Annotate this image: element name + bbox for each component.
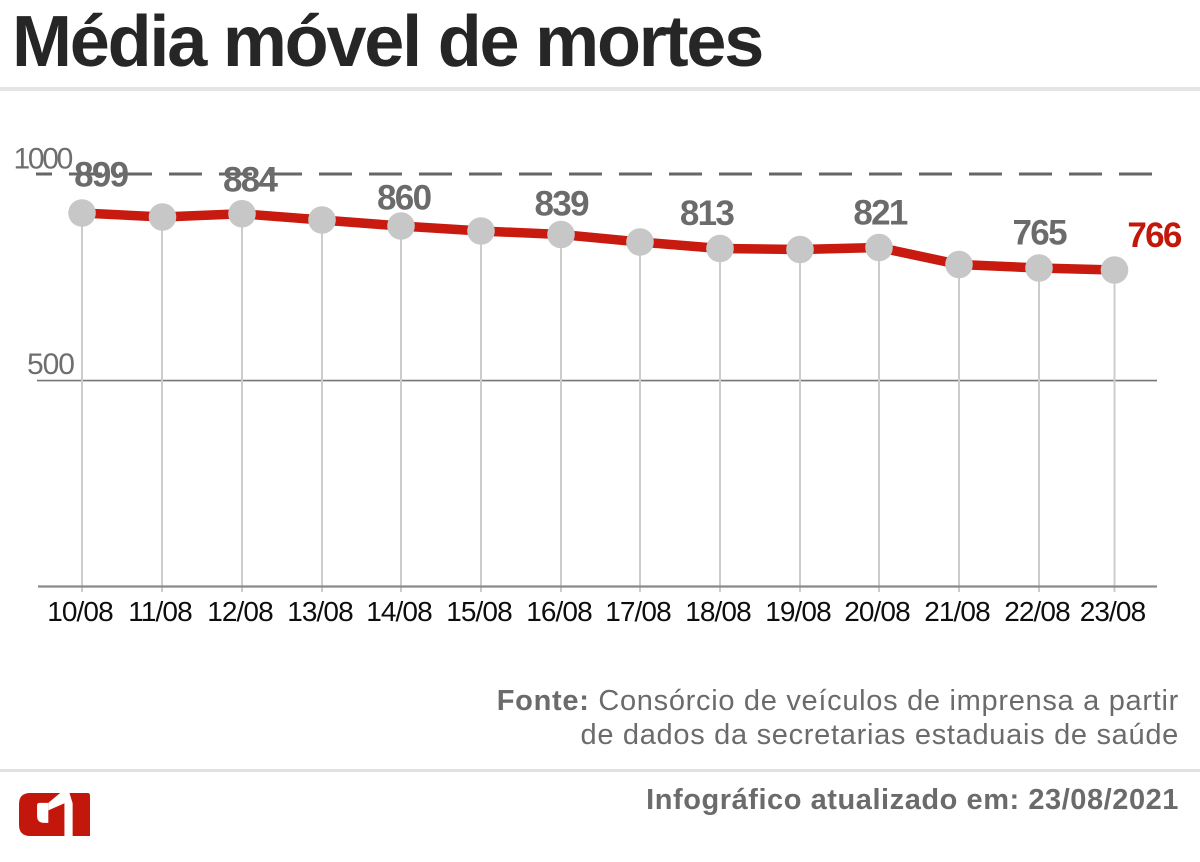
svg-text:18/08: 18/08 bbox=[685, 596, 751, 627]
svg-text:821: 821 bbox=[853, 194, 908, 233]
svg-text:15/08: 15/08 bbox=[446, 596, 512, 627]
svg-text:813: 813 bbox=[680, 194, 735, 233]
svg-text:13/08: 13/08 bbox=[287, 596, 353, 627]
svg-text:12/08: 12/08 bbox=[207, 596, 273, 627]
svg-text:839: 839 bbox=[535, 185, 590, 224]
svg-text:19/08: 19/08 bbox=[765, 596, 831, 627]
svg-text:21/08: 21/08 bbox=[924, 596, 990, 627]
svg-text:10/08: 10/08 bbox=[47, 596, 113, 627]
svg-text:16/08: 16/08 bbox=[526, 596, 592, 627]
svg-text:899: 899 bbox=[74, 156, 129, 195]
svg-text:766: 766 bbox=[1127, 216, 1182, 255]
svg-text:11/08: 11/08 bbox=[128, 596, 192, 627]
svg-text:1000: 1000 bbox=[13, 142, 72, 175]
svg-text:884: 884 bbox=[223, 161, 279, 200]
svg-text:23/08: 23/08 bbox=[1080, 596, 1146, 627]
svg-text:500: 500 bbox=[27, 348, 74, 381]
svg-text:765: 765 bbox=[1013, 214, 1068, 253]
svg-text:22/08: 22/08 bbox=[1004, 596, 1070, 627]
svg-text:17/08: 17/08 bbox=[605, 596, 671, 627]
svg-text:14/08: 14/08 bbox=[366, 596, 432, 627]
svg-text:20/08: 20/08 bbox=[844, 596, 910, 627]
svg-text:860: 860 bbox=[377, 179, 432, 218]
